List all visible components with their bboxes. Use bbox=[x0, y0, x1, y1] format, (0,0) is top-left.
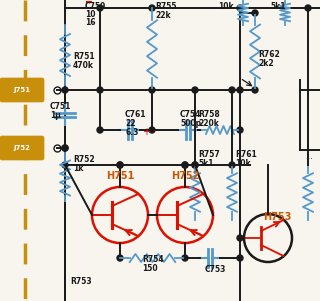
Text: 22: 22 bbox=[125, 119, 135, 128]
Text: R755: R755 bbox=[155, 2, 177, 11]
Text: +: + bbox=[142, 127, 150, 137]
Text: C754: C754 bbox=[180, 110, 201, 119]
Text: C759: C759 bbox=[85, 2, 106, 11]
Text: 16: 16 bbox=[85, 18, 95, 27]
Circle shape bbox=[149, 5, 155, 11]
Text: H752: H752 bbox=[171, 171, 199, 181]
Circle shape bbox=[182, 162, 188, 168]
Circle shape bbox=[237, 255, 243, 261]
Text: R754: R754 bbox=[142, 255, 164, 264]
Text: 5k1: 5k1 bbox=[198, 159, 213, 168]
Circle shape bbox=[97, 5, 103, 11]
Text: 470k: 470k bbox=[73, 61, 94, 70]
Text: R761: R761 bbox=[235, 150, 257, 159]
Text: ...: ... bbox=[305, 152, 313, 161]
Circle shape bbox=[237, 87, 243, 93]
Text: 1μ: 1μ bbox=[50, 111, 61, 120]
Circle shape bbox=[62, 162, 68, 168]
Text: 500p: 500p bbox=[180, 119, 201, 128]
Circle shape bbox=[117, 162, 123, 168]
Text: C753: C753 bbox=[205, 265, 226, 274]
Text: R758: R758 bbox=[198, 110, 220, 119]
Text: R757: R757 bbox=[198, 150, 220, 159]
Text: J751: J751 bbox=[13, 87, 30, 93]
Text: H751: H751 bbox=[106, 171, 134, 181]
Text: C761: C761 bbox=[125, 110, 147, 119]
Circle shape bbox=[192, 162, 198, 168]
Circle shape bbox=[149, 127, 155, 133]
Circle shape bbox=[192, 87, 198, 93]
Text: 5k1: 5k1 bbox=[270, 2, 285, 11]
Circle shape bbox=[252, 87, 258, 93]
Circle shape bbox=[117, 255, 123, 261]
Circle shape bbox=[62, 87, 68, 93]
Text: 10k: 10k bbox=[218, 2, 234, 11]
Circle shape bbox=[237, 127, 243, 133]
Text: R753: R753 bbox=[70, 277, 92, 286]
FancyBboxPatch shape bbox=[0, 136, 44, 160]
Text: R752: R752 bbox=[73, 155, 95, 164]
Text: 150: 150 bbox=[142, 264, 158, 273]
Text: J752: J752 bbox=[13, 145, 30, 151]
Circle shape bbox=[182, 255, 188, 261]
Text: 10k: 10k bbox=[235, 159, 251, 168]
Text: C751: C751 bbox=[50, 102, 71, 111]
Circle shape bbox=[117, 162, 123, 168]
Text: 22k: 22k bbox=[155, 11, 171, 20]
Circle shape bbox=[62, 145, 68, 151]
Text: 2k2: 2k2 bbox=[258, 59, 274, 68]
Circle shape bbox=[229, 162, 235, 168]
Text: 220k: 220k bbox=[198, 119, 219, 128]
Circle shape bbox=[192, 162, 198, 168]
Circle shape bbox=[237, 235, 243, 241]
Circle shape bbox=[149, 87, 155, 93]
Text: 10: 10 bbox=[85, 10, 95, 19]
Text: R751: R751 bbox=[73, 52, 95, 61]
Text: H753: H753 bbox=[263, 212, 292, 222]
FancyBboxPatch shape bbox=[0, 78, 44, 102]
Circle shape bbox=[252, 10, 258, 16]
Circle shape bbox=[97, 87, 103, 93]
Circle shape bbox=[62, 145, 68, 151]
Circle shape bbox=[237, 5, 243, 11]
Circle shape bbox=[305, 5, 311, 11]
Circle shape bbox=[229, 87, 235, 93]
Text: 6.3: 6.3 bbox=[125, 128, 138, 137]
Circle shape bbox=[97, 127, 103, 133]
Text: R762: R762 bbox=[258, 50, 280, 59]
Text: 1k: 1k bbox=[73, 164, 84, 173]
Circle shape bbox=[182, 162, 188, 168]
